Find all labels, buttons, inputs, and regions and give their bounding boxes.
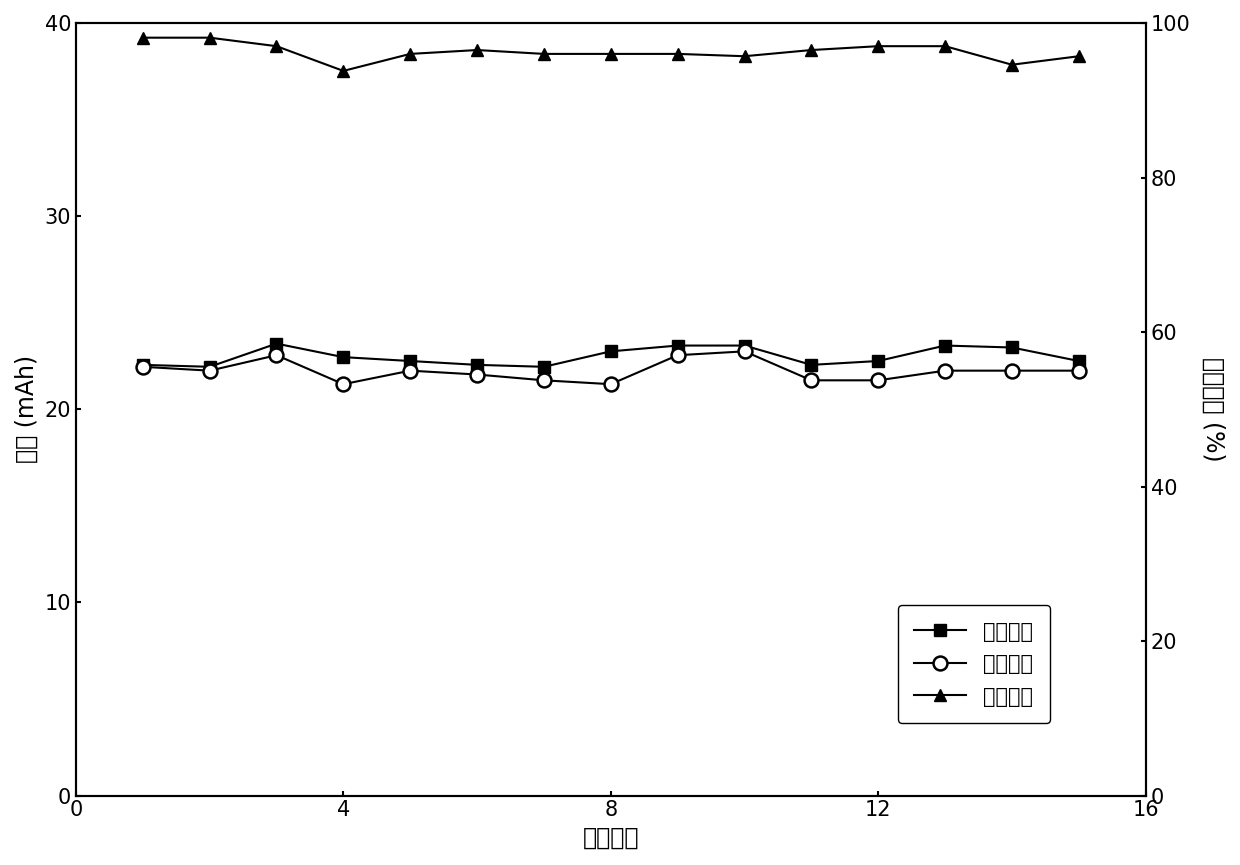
库伦效率: [537, 48, 552, 59]
放电容量: [1071, 366, 1086, 376]
库伦效率: [470, 45, 485, 55]
充电容量: [870, 356, 885, 366]
Line: 放电容量: 放电容量: [136, 344, 1086, 391]
充电容量: [1071, 356, 1086, 366]
库伦效率: [937, 41, 952, 51]
充电容量: [135, 360, 150, 370]
充电容量: [470, 360, 485, 370]
库伦效率: [1004, 60, 1019, 70]
库伦效率: [336, 66, 351, 76]
充电容量: [1004, 343, 1019, 353]
放电容量: [670, 350, 684, 361]
Line: 库伦效率: 库伦效率: [136, 31, 1085, 77]
库伦效率: [269, 41, 284, 51]
库伦效率: [1071, 51, 1086, 61]
X-axis label: 循环次数: 循环次数: [583, 826, 639, 850]
放电容量: [135, 362, 150, 372]
Line: 充电容量: 充电容量: [138, 338, 1084, 372]
放电容量: [937, 366, 952, 376]
库伦效率: [604, 48, 619, 59]
充电容量: [604, 346, 619, 356]
库伦效率: [135, 33, 150, 43]
库伦效率: [403, 48, 418, 59]
充电容量: [737, 340, 751, 350]
库伦效率: [670, 48, 684, 59]
库伦效率: [870, 41, 885, 51]
Y-axis label: 容量 (mAh): 容量 (mAh): [15, 356, 38, 464]
充电容量: [202, 362, 217, 372]
Legend: 充电容量, 放电容量, 库伦效率: 充电容量, 放电容量, 库伦效率: [898, 605, 1050, 723]
放电容量: [737, 346, 751, 356]
放电容量: [336, 379, 351, 389]
充电容量: [670, 340, 684, 350]
放电容量: [403, 366, 418, 376]
充电容量: [269, 338, 284, 349]
放电容量: [202, 366, 217, 376]
充电容量: [336, 352, 351, 362]
放电容量: [870, 375, 885, 386]
充电容量: [937, 340, 952, 350]
放电容量: [804, 375, 818, 386]
放电容量: [269, 350, 284, 361]
放电容量: [604, 379, 619, 389]
充电容量: [537, 362, 552, 372]
库伦效率: [804, 45, 818, 55]
库伦效率: [737, 51, 751, 61]
放电容量: [537, 375, 552, 386]
充电容量: [403, 356, 418, 366]
放电容量: [1004, 366, 1019, 376]
Y-axis label: 库伦效率 (%): 库伦效率 (%): [1202, 357, 1225, 462]
库伦效率: [202, 33, 217, 43]
充电容量: [804, 360, 818, 370]
放电容量: [470, 369, 485, 380]
